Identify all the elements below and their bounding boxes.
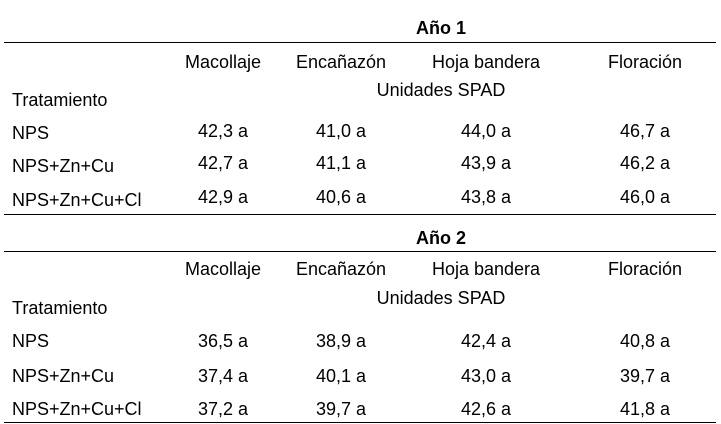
col-header-hoja-bandera: Hoja bandera [431, 52, 541, 72]
year-1-bottom-rule [4, 214, 716, 215]
value-cell: 46,0 a [619, 187, 671, 207]
treatment-label: NPS+Zn+Cu [12, 156, 115, 176]
value-cell: 44,0 a [460, 121, 512, 141]
treatment-label: NPS+Zn+Cu+Cl [12, 399, 142, 419]
col-header-encanazon: Encañazón [295, 259, 387, 279]
row-header-label: Tratamiento [12, 90, 108, 110]
value-cell: 42,4 a [460, 331, 512, 351]
value-cell: 42,9 a [197, 187, 249, 207]
year-2-top-rule [4, 251, 716, 252]
value-cell: 37,4 a [197, 366, 249, 386]
treatment-label: NPS+Zn+Cu [12, 366, 115, 386]
value-cell: 40,1 a [315, 366, 367, 386]
value-cell: 40,6 a [315, 187, 367, 207]
value-cell: 41,1 a [315, 153, 367, 173]
value-cell: 37,2 a [197, 399, 249, 419]
treatment-label: NPS [12, 123, 50, 143]
value-cell: 40,8 a [619, 331, 671, 351]
unit-label: Unidades SPAD [376, 288, 506, 308]
value-cell: 43,0 a [460, 366, 512, 386]
col-header-hoja-bandera: Hoja bandera [431, 259, 541, 279]
year-1-top-rule [4, 42, 716, 43]
value-cell: 43,8 a [460, 187, 512, 207]
value-cell: 41,8 a [619, 399, 671, 419]
value-cell: 39,7 a [619, 366, 671, 386]
year-2-title: Año 2 [415, 228, 467, 248]
col-header-macollaje: Macollaje [184, 259, 262, 279]
col-header-encanazon: Encañazón [295, 52, 387, 72]
value-cell: 43,9 a [460, 153, 512, 173]
year-2-bottom-rule [4, 422, 716, 423]
value-cell: 46,7 a [619, 121, 671, 141]
col-header-floracion: Floración [607, 52, 683, 72]
year-1-title: Año 1 [415, 18, 467, 38]
value-cell: 39,7 a [315, 399, 367, 419]
value-cell: 42,7 a [197, 153, 249, 173]
treatment-label: NPS [12, 331, 50, 351]
value-cell: 36,5 a [197, 331, 249, 351]
unit-label: Unidades SPAD [376, 80, 506, 100]
value-cell: 41,0 a [315, 121, 367, 141]
value-cell: 42,3 a [197, 121, 249, 141]
treatment-label: NPS+Zn+Cu+Cl [12, 190, 142, 210]
row-header-label: Tratamiento [12, 298, 108, 318]
col-header-floracion: Floración [607, 259, 683, 279]
value-cell: 38,9 a [315, 331, 367, 351]
value-cell: 46,2 a [619, 153, 671, 173]
value-cell: 42,6 a [460, 399, 512, 419]
col-header-macollaje: Macollaje [184, 52, 262, 72]
